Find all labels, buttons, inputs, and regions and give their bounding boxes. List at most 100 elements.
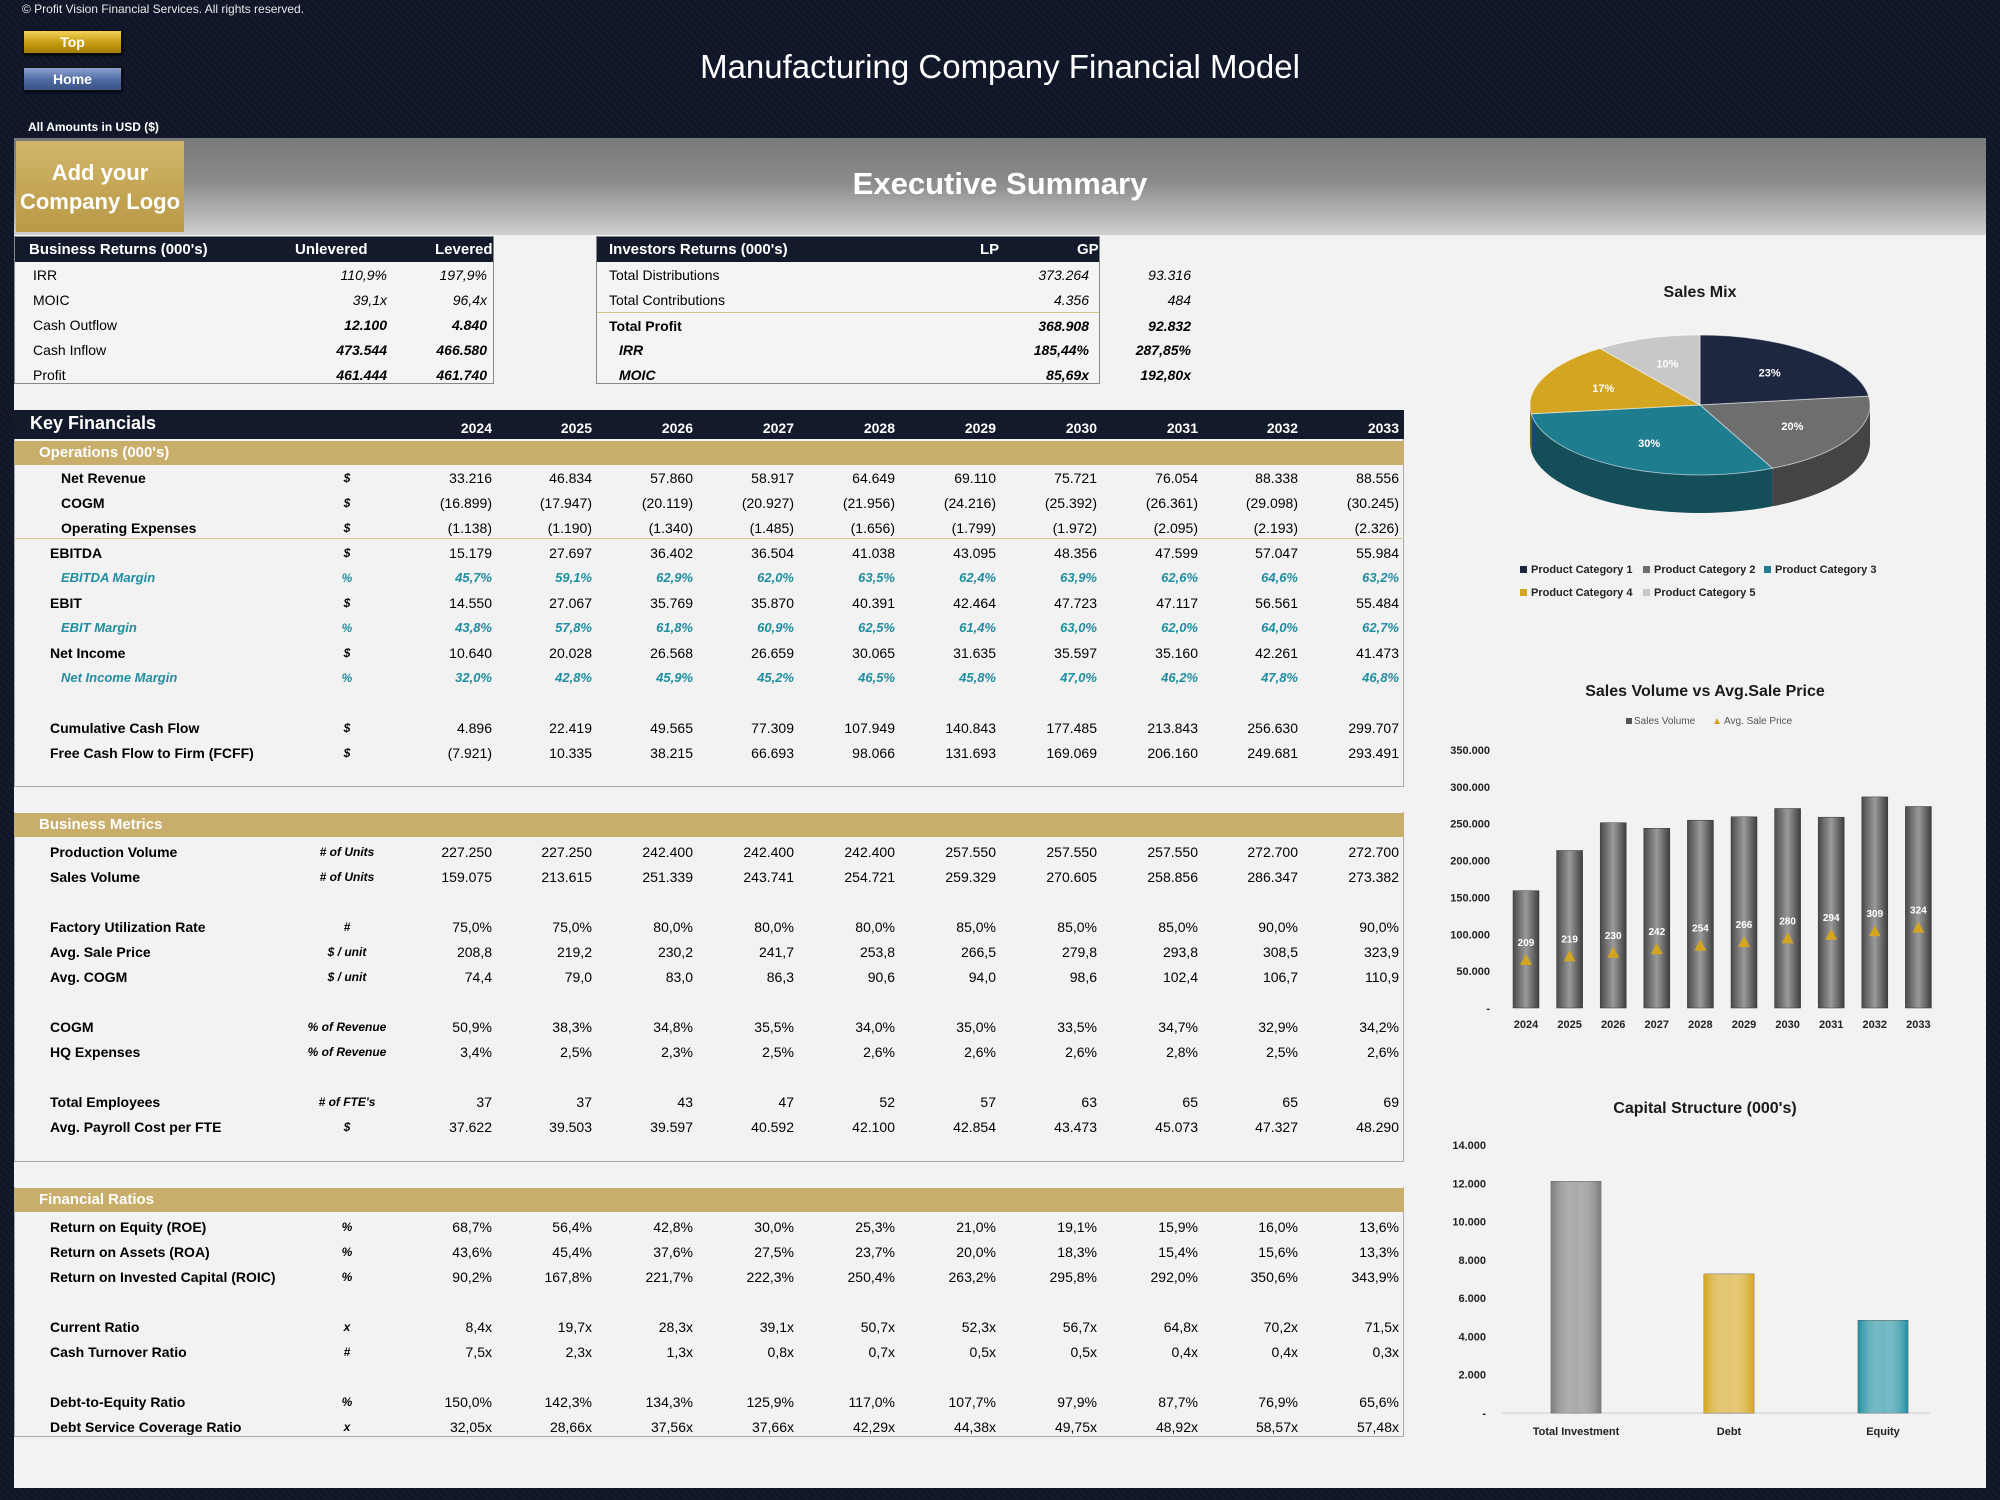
metrics-label: Production Volume [50,844,178,860]
ratios-value: 37,56x [650,1419,693,1435]
metrics-value: 2,6% [1367,1044,1399,1060]
price-label: 242 [1648,927,1665,938]
operations-value: 88.556 [1356,470,1399,486]
ratios-value: 295,8% [1049,1269,1097,1285]
metrics-label: Total Employees [50,1094,161,1110]
ratios-value: 150,0% [444,1394,492,1410]
pie-legend-label: Product Category 3 [1775,564,1876,576]
metrics-value: 308,5 [1262,944,1298,960]
operations-value: 31.635 [953,645,996,661]
legend-swatch [1643,566,1650,573]
top-button[interactable]: Top [23,30,122,54]
metrics-label: Avg. COGM [50,969,128,985]
metrics-value: 34,2% [1359,1019,1399,1035]
metrics-value: 2,6% [1065,1044,1097,1060]
operations-value: 64,6% [1261,570,1298,585]
operations-value: 62,7% [1362,620,1399,635]
metrics-value: 227.250 [541,844,592,860]
metrics-value: 272.700 [1247,844,1298,860]
pie-slice [1698,395,1871,469]
ratios-row: Current Ratio x 8,4x 19,7x 28,3x 39,1x 50,7x 52… [14,1318,1404,1338]
metrics-value: 42.100 [852,1119,895,1135]
business-returns-label: IRR [33,267,58,283]
operations-value: (7.921) [447,745,492,761]
investors-returns-label: Total Distributions [609,267,720,283]
ratios-value: 15,9% [1158,1219,1198,1235]
metrics-value: 90,6 [867,969,895,985]
y-tick-label: 10.000 [1452,1217,1486,1229]
ratios-value: 56,7x [1062,1319,1097,1335]
y-tick-label: 150.000 [1450,892,1490,904]
operations-value: 42.261 [1255,645,1298,661]
operations-value: 62,6% [1161,570,1198,585]
operations-unit: % [341,671,353,685]
operations-label: Net Income [50,645,126,661]
operations-value: 62,9% [656,570,693,585]
operations-value: 46,2% [1161,670,1198,685]
metrics-unit: # of Units [319,845,375,859]
metrics-value: 37 [576,1094,592,1110]
sales-volume-chart-title: Sales Volume vs Avg.Sale Price [1585,683,1825,700]
operations-divider [14,538,1404,539]
y-tick-label: 350.000 [1450,745,1490,757]
pie-slice [1598,334,1701,406]
operations-value: 57.047 [1255,545,1298,561]
metrics-value: 34,0% [855,1019,895,1035]
investors-returns-header: Investors Returns (000's) LP GP [597,237,1099,262]
metrics-value: 34,7% [1158,1019,1198,1035]
operations-value: 177.485 [1046,720,1097,736]
x-tick-label: 2032 [1863,1019,1887,1031]
metrics-value: 57 [980,1094,996,1110]
ratios-value: 107,7% [948,1394,996,1410]
price-marker [1607,946,1620,958]
metrics-value: 39.597 [650,1119,693,1135]
operations-unit: $ [343,546,351,560]
ratios-value: 142,3% [544,1394,592,1410]
metrics-label: Sales Volume [50,869,141,885]
home-button[interactable]: Home [23,67,122,91]
ratios-value: 50,7x [860,1319,895,1335]
x-tick-label: 2028 [1688,1019,1712,1031]
metrics-unit: % of Revenue [307,1020,387,1034]
metrics-value: 65 [1282,1094,1298,1110]
metrics-value: 257.550 [945,844,996,860]
price-label: 230 [1605,931,1622,942]
copyright-text: © Profit Vision Financial Services. All … [22,2,305,16]
ratios-value: 71,5x [1364,1319,1399,1335]
operations-value: 62,4% [959,570,996,585]
operations-value: 26.568 [650,645,693,661]
legend-swatch [1520,589,1527,596]
x-tick-label: 2029 [1732,1019,1756,1031]
ratios-value: 117,0% [848,1394,895,1410]
metrics-label: HQ Expenses [50,1044,141,1060]
y-tick-label: 250.000 [1450,819,1490,831]
currency-note: All Amounts in USD ($) [28,120,159,134]
ratios-value: 87,7% [1158,1394,1198,1410]
ratios-value: 44,38x [953,1419,996,1435]
operations-row: EBIT $14.550 27.067 35.769 35.870 40.391 42.46… [14,594,1404,614]
operations-value: (24.216) [943,495,996,511]
operations-value: 41.038 [852,545,895,561]
operations-value: (1.972) [1052,520,1097,536]
metrics-value: 94,0 [968,969,996,985]
business-returns-row: IRR 110,9% 197,9% [15,262,493,287]
metrics-value: 90,0% [1258,919,1298,935]
legend-swatch [1764,566,1771,573]
ratios-row: Debt-to-Equity Ratio% 150,0% 142,3% 134,3% 1… [14,1393,1404,1413]
price-label: 209 [1518,938,1535,949]
ratios-value: 19,1% [1057,1219,1097,1235]
metrics-unit: $ / unit [327,970,367,984]
y-tick-label: - [1482,1408,1486,1420]
investors-returns-value-a: 4.356 [1053,292,1089,308]
pie-slice-label: 17% [1592,383,1614,395]
metrics-value: 2,8% [1166,1044,1198,1060]
price-label: 266 [1736,920,1753,931]
operations-label: EBIT Margin [61,620,137,635]
metrics-value: 80,0% [653,919,693,935]
ratios-value: 21,0% [956,1219,996,1235]
metrics-value: 242.400 [844,844,895,860]
investors-returns-table: Investors Returns (000's) LP GP Total Di… [596,236,1191,384]
ratios-value: 0,4x [1271,1344,1298,1360]
sales-volume-bar-chart: Sales Volume Avg. Sale Price 350.000 300.00… [1450,716,1932,1031]
company-logo-placeholder[interactable]: Add your Company Logo [16,141,184,232]
